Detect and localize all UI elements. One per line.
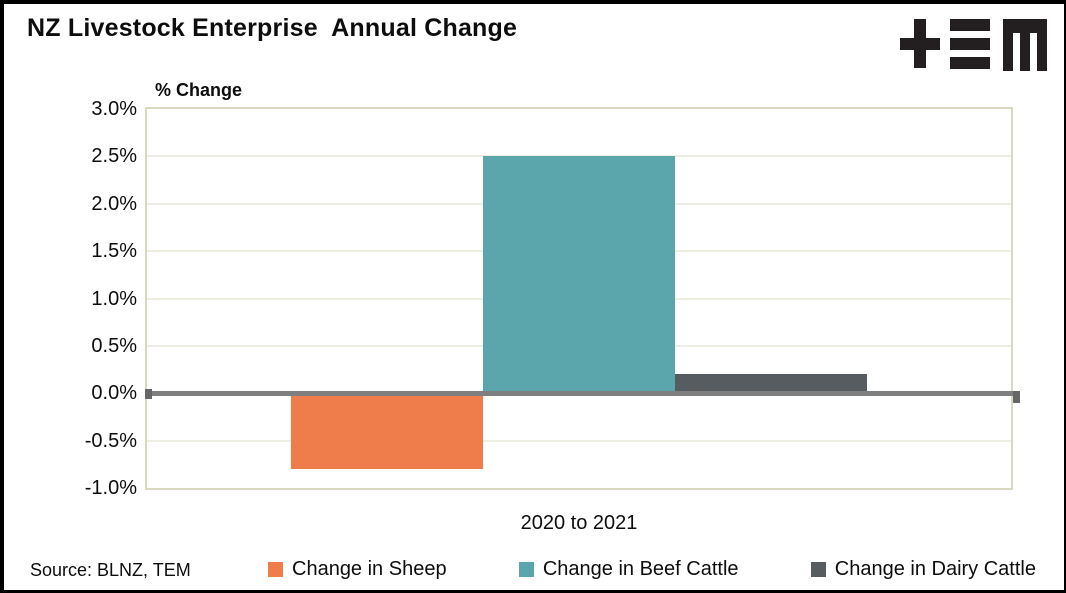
gridline [147, 439, 1011, 442]
plot-area [145, 107, 1020, 490]
logo-e-bar-top [950, 19, 990, 31]
y-tick-label: 2.5% [91, 145, 137, 168]
legend-item-change-in-dairy-cattle: Change in Dairy Cattle [810, 557, 1036, 582]
y-tick-label: 1.0% [91, 287, 137, 310]
legend-swatch-icon [518, 562, 534, 577]
zero-axis-right-cap [1013, 390, 1020, 403]
tem-logo [900, 19, 1047, 71]
legend-label: Change in Beef Cattle [542, 558, 739, 580]
logo-e-bar-bottom [950, 57, 990, 69]
bar-change-in-sheep [291, 393, 483, 470]
legend-label: Change in Dairy Cattle [834, 558, 1036, 580]
x-axis-category-label: 2020 to 2021 [520, 512, 638, 534]
source-note: Source: BLNZ, TEM [30, 560, 191, 580]
y-axis-title: % Change [155, 80, 243, 100]
legend-item-change-in-beef-cattle: Change in Beef Cattle [518, 557, 739, 582]
logo-t-crossbar [900, 38, 940, 50]
legend-swatch-icon [268, 562, 283, 577]
y-axis-tick-labels: 3.0% 2.5% 2.0% 1.5% 1.0% 0.5% 0.0% -0.5% -1.0% [34, 98, 137, 499]
logo-m-shape [1003, 19, 1047, 71]
bar-change-in-beef-cattle [483, 156, 675, 394]
zero-axis-left-cap [145, 388, 152, 399]
y-tick-label: 2.0% [91, 192, 137, 215]
tem-logo-glyphs [900, 19, 1047, 71]
y-tick-label: -0.5% [84, 429, 137, 452]
y-tick-label: 1.5% [91, 240, 137, 263]
legend-label: Change in Sheep [292, 558, 447, 580]
legend-swatch-icon [810, 562, 826, 577]
y-tick-label: 3.0% [91, 98, 137, 120]
y-tick-label: -1.0% [84, 477, 137, 499]
bar-change-in-dairy-cattle [675, 374, 867, 394]
logo-e-bar-middle [950, 38, 990, 50]
zero-axis-line [145, 390, 1020, 396]
chart-title: NZ Livestock Enterprise Annual Change [27, 14, 518, 42]
y-tick-label: 0.0% [91, 382, 137, 405]
legend-item-change-in-sheep: Change in Sheep [268, 557, 447, 582]
chart-legend: Change in Sheep Change in Beef Cattle Chan… [268, 557, 1036, 582]
y-tick-label: 0.5% [91, 334, 137, 357]
